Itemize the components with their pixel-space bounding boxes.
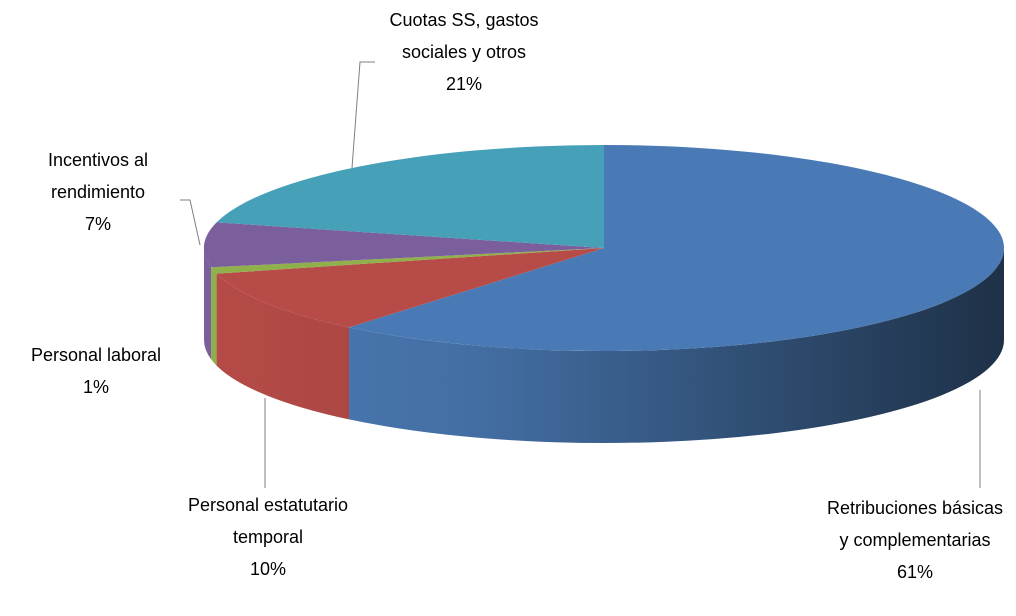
data-label: Cuotas SS, gastos sociales y otros 21% (369, 4, 559, 100)
slice-side (204, 248, 212, 360)
category-label: Personal estatutario temporal (187, 495, 349, 547)
label-box: Retribuciones básicas y complementarias 6… (825, 492, 1005, 588)
slice-side (216, 273, 350, 420)
leader-line (180, 199, 201, 246)
value-label: 10% (249, 559, 287, 579)
pie-walls (204, 248, 1004, 443)
category-label: Incentivos al rendimiento (47, 150, 149, 202)
slice (204, 222, 605, 268)
category-label: Personal laboral (30, 345, 162, 365)
data-label: Personal estatutario temporal 10% (168, 489, 368, 585)
label-box: Cuotas SS, gastos sociales y otros 21% (369, 4, 559, 100)
slice (211, 248, 605, 274)
value-label: 21% (445, 74, 483, 94)
label-box: Personal laboral 1% (0, 339, 196, 403)
value-label: 7% (84, 214, 111, 234)
slice (349, 145, 1005, 351)
data-label: Incentivos al rendimiento 7% (28, 144, 168, 240)
category-label: Retribuciones básicas y complementarias (826, 498, 1004, 550)
slice (216, 248, 604, 328)
value-label: 61% (896, 562, 934, 582)
leader-line (351, 61, 375, 169)
labels: Retribuciones básicas y complementarias 6… (0, 4, 1005, 588)
data-label: Personal laboral 1% (0, 339, 196, 403)
slice (216, 145, 604, 248)
pie-tops (204, 145, 1005, 351)
category-label: Cuotas SS, gastos sociales y otros (389, 10, 539, 62)
label-box: Personal estatutario temporal 10% (168, 489, 368, 585)
slice-side (211, 267, 217, 366)
value-label: 1% (82, 377, 109, 397)
slice-side (349, 248, 1004, 443)
label-box: Incentivos al rendimiento 7% (28, 144, 168, 240)
data-label: Retribuciones básicas y complementarias 6… (825, 492, 1005, 588)
